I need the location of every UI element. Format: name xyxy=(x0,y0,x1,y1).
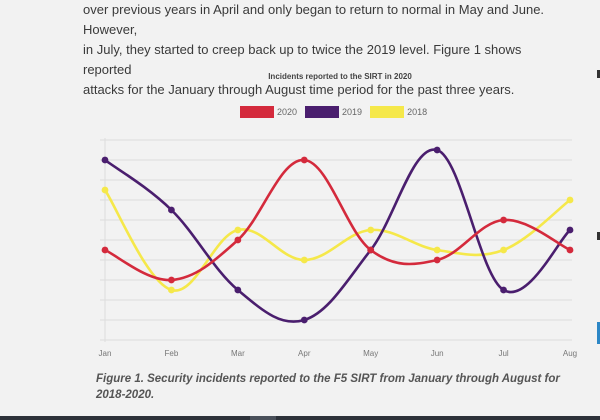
x-tick-label: Jul xyxy=(498,349,508,358)
legend-label-2020: 2020 xyxy=(277,107,298,117)
chart-legend: 2020 2019 2018 xyxy=(240,106,435,118)
article-line: over previous years in April and only be… xyxy=(83,2,545,37)
data-point-2020 xyxy=(234,236,242,244)
data-point-2018 xyxy=(566,196,574,204)
data-point-2019 xyxy=(234,286,242,294)
data-point-2020 xyxy=(433,256,441,264)
data-point-2018 xyxy=(433,246,441,254)
series-line-2019 xyxy=(103,148,572,323)
x-tick-label: Feb xyxy=(165,349,179,358)
legend-item-2018[interactable]: 2018 xyxy=(370,106,427,118)
data-point-2020 xyxy=(367,246,375,254)
data-point-2019 xyxy=(300,316,308,324)
data-point-2018 xyxy=(500,246,507,254)
legend-label-2018: 2018 xyxy=(407,107,428,117)
chart-title: Incidents reported to the SIRT in 2020 xyxy=(268,72,412,81)
article-paragraph: over previous years in April and only be… xyxy=(83,0,563,100)
data-point-2019 xyxy=(168,206,175,214)
scrollbar-thumb[interactable] xyxy=(250,416,276,420)
data-point-2018 xyxy=(101,186,109,194)
x-tick-label: Aug xyxy=(563,349,577,358)
figure-caption: Figure 1. Security incidents reported to… xyxy=(96,373,560,401)
data-point-2020 xyxy=(168,276,175,284)
legend-swatch-2020 xyxy=(240,106,274,118)
data-point-2018 xyxy=(168,286,175,294)
data-point-2018 xyxy=(234,226,242,234)
data-point-2019 xyxy=(500,286,507,294)
line-chart: Jan Feb Mar Apr May Jun Jul Aug xyxy=(99,138,577,358)
x-tick-label: May xyxy=(363,349,378,358)
legend-label-2019: 2019 xyxy=(342,107,363,117)
sidebar-text-fragment xyxy=(597,232,600,240)
legend-swatch-2019 xyxy=(305,106,340,118)
article-line: attacks for the January through August t… xyxy=(83,82,515,97)
data-point-2020 xyxy=(101,246,109,254)
x-tick-label: Jan xyxy=(99,349,112,358)
data-point-2019 xyxy=(101,156,109,164)
legend-item-2019[interactable]: 2019 xyxy=(305,106,362,118)
sidebar-text-fragment xyxy=(597,70,600,78)
data-point-2020 xyxy=(300,156,308,164)
sidebar-button-fragment[interactable] xyxy=(597,322,600,344)
data-point-2020 xyxy=(500,216,507,224)
data-point-2019 xyxy=(566,226,574,234)
legend-swatch-2018 xyxy=(370,106,405,118)
data-point-2020 xyxy=(566,246,574,254)
article-line: in July, they started to creep back up t… xyxy=(83,42,522,77)
series-line-2020 xyxy=(103,158,572,282)
legend-item-2020[interactable]: 2020 xyxy=(240,106,297,118)
data-point-2018 xyxy=(367,226,375,234)
x-tick-label: Jun xyxy=(431,349,444,358)
data-point-2018 xyxy=(300,256,308,264)
x-tick-label: Mar xyxy=(231,349,245,358)
bottom-scrollbar[interactable] xyxy=(0,416,600,420)
data-point-2019 xyxy=(433,146,441,154)
x-tick-label: Apr xyxy=(298,349,311,358)
